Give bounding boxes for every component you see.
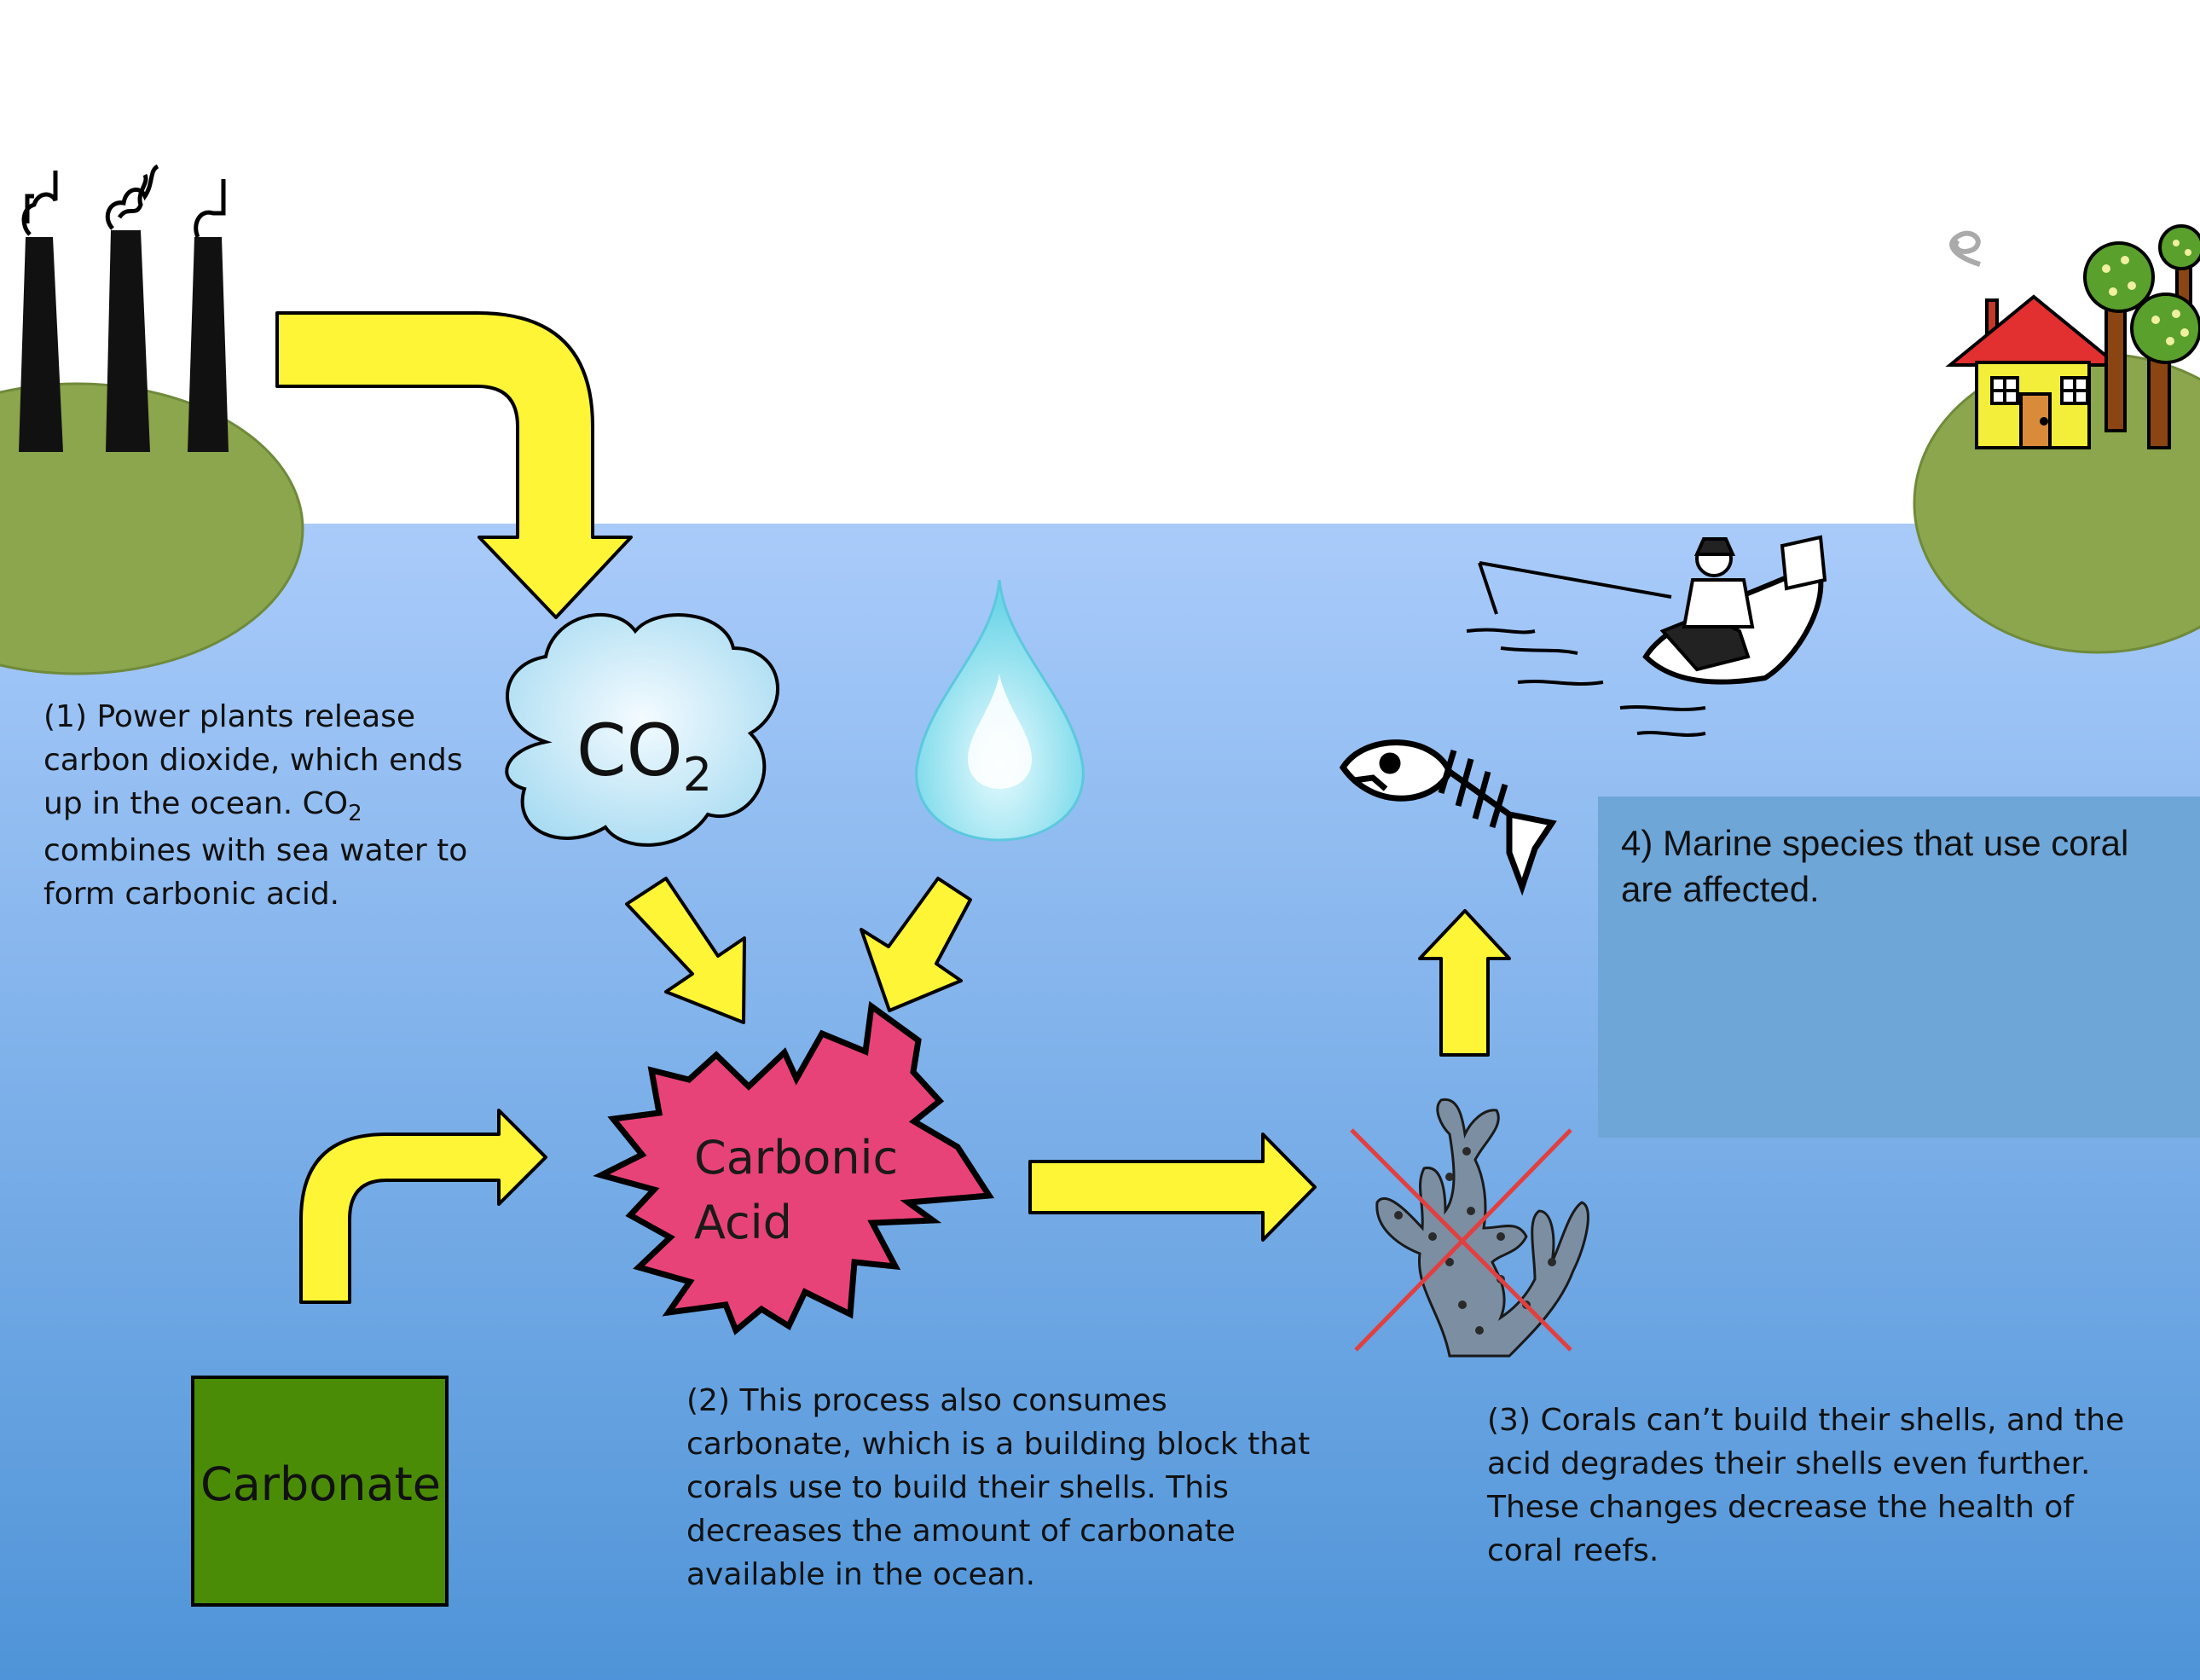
house-icon xyxy=(1945,230,2122,449)
carbonic-acid-line2: Acid xyxy=(694,1196,792,1249)
arrow-plant-to-co2 xyxy=(275,311,633,619)
arrow-co2-to-acid xyxy=(625,877,746,1024)
water-drop-icon xyxy=(915,579,1085,842)
carbonate-box xyxy=(191,1376,449,1607)
left-shore xyxy=(0,382,304,675)
coral-icon xyxy=(1375,1098,1589,1358)
fish-skeleton-icon xyxy=(1339,739,1557,896)
carbonic-acid-line1: Carbonic xyxy=(694,1131,899,1185)
carbonate-label: Carbonate xyxy=(200,1457,442,1511)
arrow-carbonate-to-acid xyxy=(299,1109,547,1304)
cloud-icon xyxy=(505,612,780,847)
co2-subscript: 2 xyxy=(682,748,713,802)
arrow-acid-to-coral xyxy=(1028,1133,1317,1242)
cross-mark-icon xyxy=(1350,1128,1572,1352)
co2-main: CO xyxy=(576,709,683,792)
caption-step-4-box xyxy=(1598,797,2200,1138)
carbonic-acid-burst xyxy=(593,1000,995,1335)
power-plant-icon xyxy=(19,164,229,452)
caption-step-1-subscript: 2 xyxy=(348,801,362,826)
tree-icon xyxy=(2083,224,2200,449)
co2-label: CO2 xyxy=(576,708,712,802)
arrow-coral-to-fish xyxy=(1418,909,1511,1057)
arrow-water-to-acid xyxy=(860,877,972,1012)
caption-step-1-pre: (1) Power plants release carbon dioxide,… xyxy=(43,699,463,821)
caption-step-3: (3) Corals can’t build their shells, and… xyxy=(1487,1403,2125,1568)
carbonic-acid-label: Carbonic Acid xyxy=(694,1126,898,1255)
caption-step-2: (2) This process also consumes carbonate… xyxy=(686,1383,1311,1592)
fisherman-boat-icon xyxy=(1466,535,1827,737)
caption-step-1: (1) Power plants release carbon dioxide,… xyxy=(43,695,487,916)
caption-step-4: 4) Marine species that use coral are aff… xyxy=(1621,823,2129,909)
caption-step-1-post: combines with sea water to form carbonic… xyxy=(43,833,468,912)
